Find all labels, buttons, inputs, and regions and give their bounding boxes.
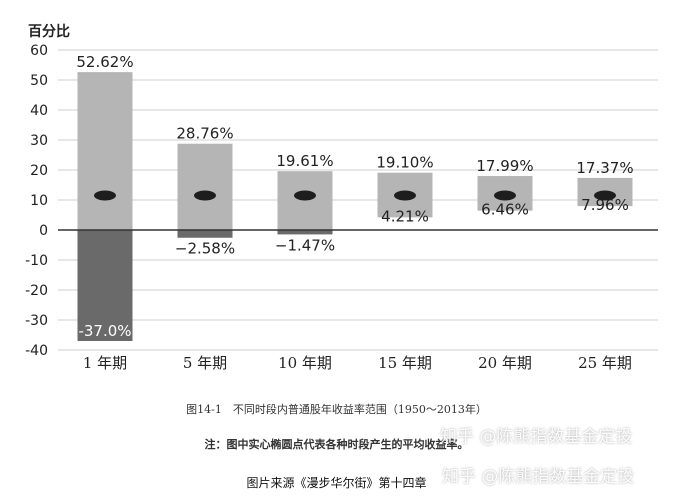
average-marker xyxy=(294,190,316,201)
y-tick-label: 0 xyxy=(39,223,48,239)
watermark-lower: 知乎 @陈熊指数基金定投 xyxy=(442,467,635,487)
y-tick-label: -10 xyxy=(25,253,48,269)
max-value-label: 52.62% xyxy=(76,53,133,71)
figure-note: 注：图中实心椭圆点代表各种时段产生的平均收益率。 xyxy=(204,438,469,451)
average-marker xyxy=(94,190,116,201)
x-tick-label: 5 年期 xyxy=(183,354,227,372)
y-tick-label: 40 xyxy=(30,103,48,119)
y-tick-label: -30 xyxy=(25,313,48,329)
min-value-label: -37.0% xyxy=(78,322,131,340)
bars xyxy=(77,72,633,341)
max-value-label: 17.99% xyxy=(476,157,533,175)
image-source: 图片来源《漫步华尔街》第十四章 xyxy=(246,476,427,490)
min-value-label: 7.96% xyxy=(581,196,629,214)
x-tick-label: 20 年期 xyxy=(478,354,532,372)
y-axis-label: 百分比 xyxy=(28,23,70,40)
figure-title: 图14-1 不同时段内普通股年收益率范围（1950～2013年） xyxy=(186,403,487,416)
bar-positive xyxy=(277,171,333,230)
y-tick-label: 60 xyxy=(30,43,48,59)
average-marker xyxy=(594,190,616,201)
min-value-label: 6.46% xyxy=(481,201,529,219)
average-marker xyxy=(494,190,516,201)
max-value-label: 28.76% xyxy=(176,125,233,143)
bar-positive xyxy=(177,143,233,230)
bar-positive xyxy=(77,72,133,230)
max-value-label: 19.61% xyxy=(276,152,333,170)
average-markers xyxy=(94,190,616,201)
y-tick-label: 30 xyxy=(30,133,48,149)
max-value-label: 17.37% xyxy=(576,159,633,177)
bar-negative xyxy=(277,230,333,235)
x-axis-ticks: 1 年期 5 年期 10 年期 15 年期 20 年期 25 年期 xyxy=(83,354,632,372)
min-value-label: −2.58% xyxy=(175,240,235,258)
average-marker xyxy=(394,190,416,201)
grid-lines xyxy=(58,49,658,351)
max-value-label: 19.10% xyxy=(376,154,433,172)
x-tick-label: 1 年期 xyxy=(83,354,127,372)
average-marker xyxy=(194,190,216,201)
min-value-label: −1.47% xyxy=(275,236,335,254)
min-value-label: 4.21% xyxy=(381,207,429,225)
data-labels: 52.62% -37.0% 28.76% −2.58% 19.61% −1.47% 19.1… xyxy=(76,53,633,340)
y-tick-label: -20 xyxy=(25,283,48,299)
range-bar-chart: 百分比 60 50 40 30 20 10 0 -10 -20 -30 -40 52.62% -37.… xyxy=(25,23,658,372)
bar-negative xyxy=(77,230,133,341)
y-tick-label: 20 xyxy=(30,163,48,179)
y-tick-label: -40 xyxy=(25,343,48,359)
y-axis-ticks: 60 50 40 30 20 10 0 -10 -20 -30 -40 xyxy=(25,43,48,359)
bar-negative xyxy=(177,230,233,238)
y-tick-label: 10 xyxy=(30,193,48,209)
watermark-upper: 知乎 @陈熊指数基金定投 xyxy=(440,427,633,447)
y-tick-label: 50 xyxy=(30,73,48,89)
x-tick-label: 10 年期 xyxy=(278,354,332,372)
x-tick-label: 15 年期 xyxy=(378,354,432,372)
x-tick-label: 25 年期 xyxy=(578,354,632,372)
